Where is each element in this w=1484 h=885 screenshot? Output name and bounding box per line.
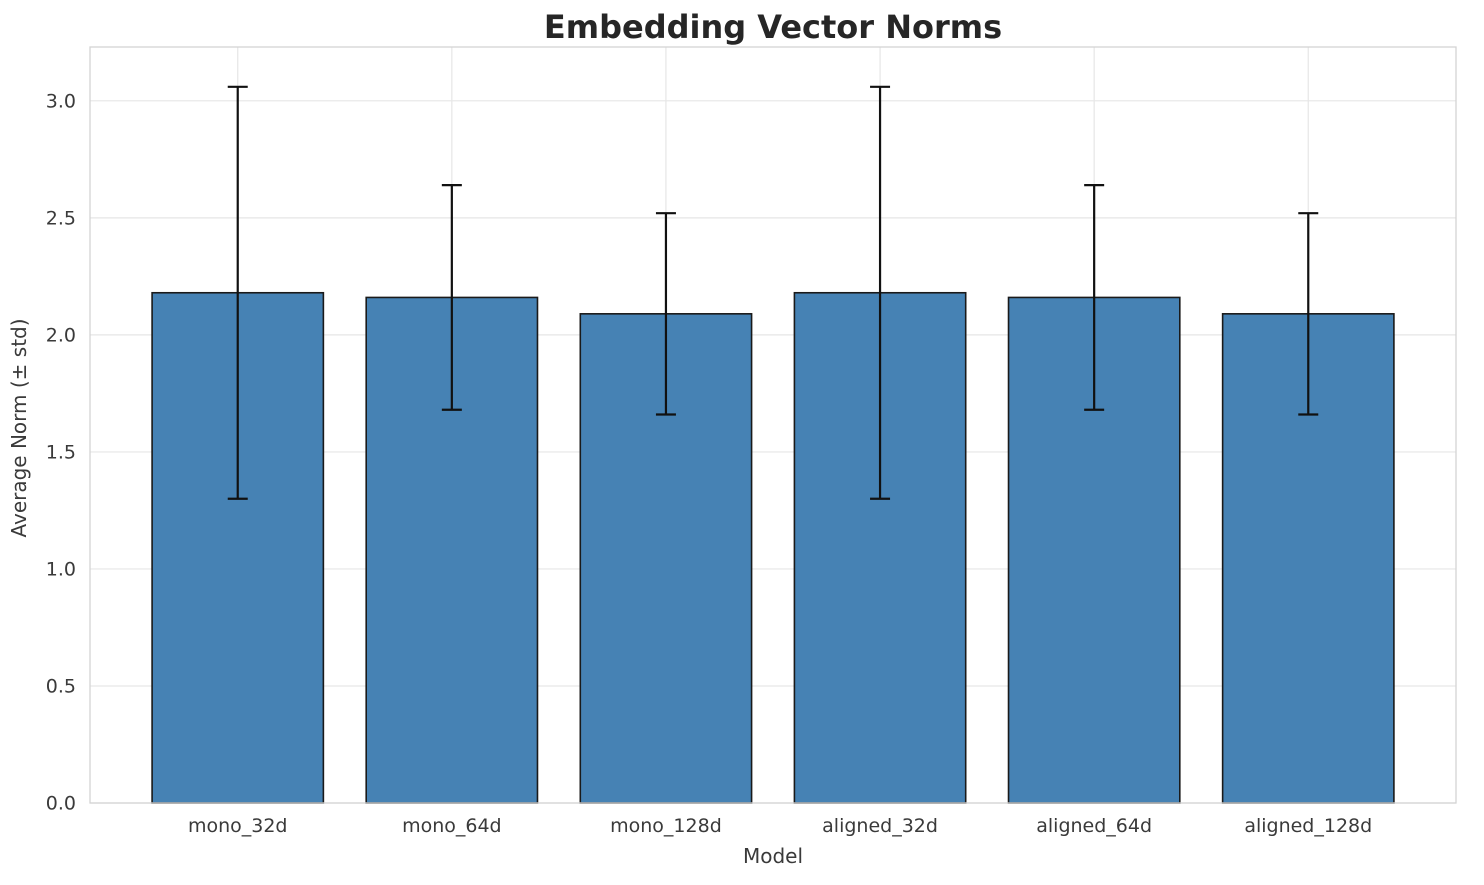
y-tick-label: 1.5: [46, 441, 76, 463]
y-tick-label: 3.0: [46, 90, 76, 112]
y-tick-label: 0.0: [46, 792, 76, 814]
x-tick-label: aligned_128d: [1244, 815, 1372, 837]
x-tick-label: aligned_64d: [1036, 815, 1152, 837]
y-axis-label: Average Norm (± std): [7, 318, 31, 537]
chart-title: Embedding Vector Norms: [544, 8, 1002, 46]
plot-area: 0.0 0.5 1.0 1.5 2.0 2.5 3.0 mono_32d mono_64d mon…: [46, 46, 1457, 837]
x-tick-label: mono_32d: [188, 815, 288, 837]
y-tick-label: 2.5: [46, 207, 76, 229]
plot-border: [89, 46, 1457, 804]
x-tick-label: aligned_32d: [822, 815, 938, 837]
x-tick-label: mono_128d: [610, 815, 722, 837]
y-tick-label: 1.0: [46, 558, 76, 580]
y-tick-label: 0.5: [46, 675, 76, 697]
x-tick-label: mono_64d: [402, 815, 502, 837]
y-tick-label: 2.0: [46, 324, 76, 346]
x-axis-label: Model: [743, 844, 803, 868]
